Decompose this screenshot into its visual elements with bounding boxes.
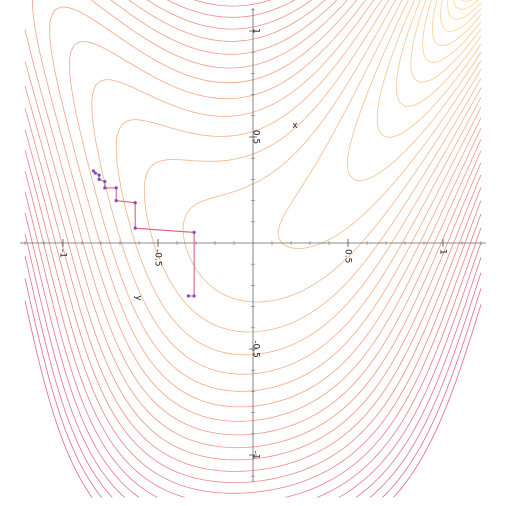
contour-line-14 xyxy=(277,0,482,249)
descent-point-11 xyxy=(93,171,97,175)
descent-point-1 xyxy=(192,294,196,298)
contour-lines xyxy=(24,0,482,498)
descent-point-2 xyxy=(192,230,196,234)
descent-point-7 xyxy=(103,186,107,190)
contour-line-29 xyxy=(24,191,482,498)
y-tick-label: 1 xyxy=(250,28,260,34)
axes: -1 -0.5 0.5 1 1 0.5 -0.5 -1 x y xyxy=(20,8,486,482)
x-tick-label: 1 xyxy=(438,249,448,255)
descent-point-6 xyxy=(114,186,118,190)
descent-point-12 xyxy=(91,169,95,173)
contour-line-8 xyxy=(432,0,482,47)
descent-point-5 xyxy=(114,199,118,203)
x-tick-label: -1 xyxy=(58,249,68,258)
contour-line-20 xyxy=(49,0,482,408)
descent-point-4 xyxy=(133,201,137,205)
contour-line-12 xyxy=(376,0,482,138)
descent-path-line xyxy=(92,170,195,297)
contour-line-22 xyxy=(24,0,482,436)
contour-line-26 xyxy=(24,0,482,483)
descent-point-10 xyxy=(97,173,101,177)
contour-line-21 xyxy=(32,0,482,422)
x-axis-label: x xyxy=(292,121,298,131)
x-tick-label: 0.5 xyxy=(343,249,353,263)
contour-line-4 xyxy=(460,0,473,3)
descent-path xyxy=(91,169,196,298)
contour-line-15 xyxy=(182,0,482,303)
contour-line-17 xyxy=(115,0,482,356)
contour-line-31 xyxy=(24,234,482,498)
y-tick-label: -0.5 xyxy=(250,340,260,358)
descent-point-9 xyxy=(97,177,101,181)
contour-line-25 xyxy=(24,0,482,472)
contour-line-9 xyxy=(422,0,482,63)
descent-point-3 xyxy=(133,226,137,230)
contour-line-6 xyxy=(447,0,482,20)
contour-line-33 xyxy=(24,278,482,498)
contour-line-18 xyxy=(91,0,482,375)
y-tick-label: -1 xyxy=(250,451,260,460)
contour-line-11 xyxy=(396,0,482,107)
contour-line-10 xyxy=(410,0,482,83)
contour-line-28 xyxy=(24,170,482,498)
descent-point-0 xyxy=(186,294,190,298)
contour-line-23 xyxy=(24,0,482,449)
contour-line-19 xyxy=(69,0,482,392)
y-axis-label: y xyxy=(133,295,143,301)
contour-line-32 xyxy=(24,255,482,498)
contour-line-5 xyxy=(453,0,479,11)
contour-line-30 xyxy=(24,212,482,498)
contour-line-16 xyxy=(143,0,482,333)
contour-line-34 xyxy=(24,300,482,498)
contour-line-13 xyxy=(347,0,482,182)
contour-line-27 xyxy=(24,150,482,494)
contour-line-24 xyxy=(24,0,482,461)
descent-point-8 xyxy=(103,179,107,184)
x-tick-label: -0.5 xyxy=(153,249,163,267)
contour-line-7 xyxy=(440,0,482,32)
y-tick-label: 0.5 xyxy=(250,130,260,144)
